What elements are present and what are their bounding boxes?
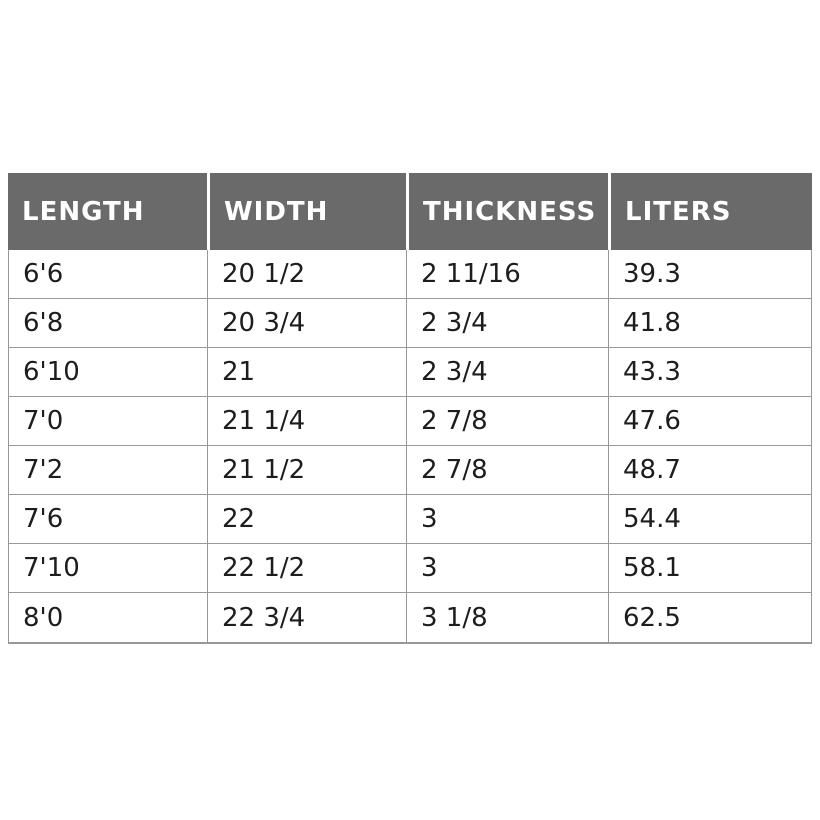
table-row: 7'0 21 1/4 2 7/8 47.6	[9, 397, 811, 446]
table-cell: 7'0	[23, 406, 64, 436]
table-cell: 6'8	[23, 308, 64, 338]
table-cell: 21 1/2	[207, 446, 406, 494]
table-cell: 62.5	[608, 593, 811, 642]
table-cell: 3 1/8	[406, 593, 608, 642]
header-cell-width: WIDTH	[207, 173, 406, 250]
table-cell: 20 1/2	[207, 250, 406, 298]
table-cell: 3	[406, 495, 608, 543]
table-cell: 41.8	[608, 299, 811, 347]
table-cell: 6'6	[23, 259, 64, 289]
table-cell: 2 7/8	[406, 446, 608, 494]
table-cell: 6'10	[23, 357, 80, 387]
table-cell: 7'6	[23, 504, 64, 534]
table-cell: 39.3	[608, 250, 811, 298]
table-cell: 2 7/8	[406, 397, 608, 445]
table-row: 6'8 20 3/4 2 3/4 41.8	[9, 299, 811, 348]
table-body: 6'6 20 1/2 2 11/16 39.3 6'8 20 3/4 2 3/4 41.8 6'…	[8, 250, 812, 644]
table-row: 7'6 22 3 54.4	[9, 495, 811, 544]
table-row: 7'2 21 1/2 2 7/8 48.7	[9, 446, 811, 495]
table-cell: 2 11/16	[406, 250, 608, 298]
table-cell: 8'0	[23, 602, 64, 633]
table-row: 8'0 22 3/4 3 1/8 62.5	[9, 593, 811, 642]
table-cell: 7'2	[23, 455, 64, 485]
table-cell: 54.4	[608, 495, 811, 543]
table-cell: 22 3/4	[207, 593, 406, 642]
table-row: 6'6 20 1/2 2 11/16 39.3	[9, 250, 811, 299]
table-cell: 22 1/2	[207, 544, 406, 592]
table-cell: 47.6	[608, 397, 811, 445]
table-cell: 21 1/4	[207, 397, 406, 445]
table-cell: 20 3/4	[207, 299, 406, 347]
header-cell-liters: LITERS	[608, 173, 812, 250]
table-cell: 43.3	[608, 348, 811, 396]
table-row: 7'10 22 1/2 3 58.1	[9, 544, 811, 593]
table-cell: 3	[406, 544, 608, 592]
table-header-row: LENGTH WIDTH THICKNESS LITERS	[8, 173, 812, 250]
table-cell: 21	[207, 348, 406, 396]
header-cell-length: LENGTH	[8, 173, 207, 250]
table-cell: 22	[207, 495, 406, 543]
table-cell: 7'10	[23, 553, 80, 583]
table-cell: 48.7	[608, 446, 811, 494]
header-cell-thickness: THICKNESS	[406, 173, 608, 250]
table-row: 6'10 21 2 3/4 43.3	[9, 348, 811, 397]
table-cell: 2 3/4	[406, 348, 608, 396]
surfboard-spec-table: LENGTH WIDTH THICKNESS LITERS 6'6 20 1/2 2 11…	[8, 173, 812, 644]
table-cell: 2 3/4	[406, 299, 608, 347]
table-cell: 58.1	[608, 544, 811, 592]
